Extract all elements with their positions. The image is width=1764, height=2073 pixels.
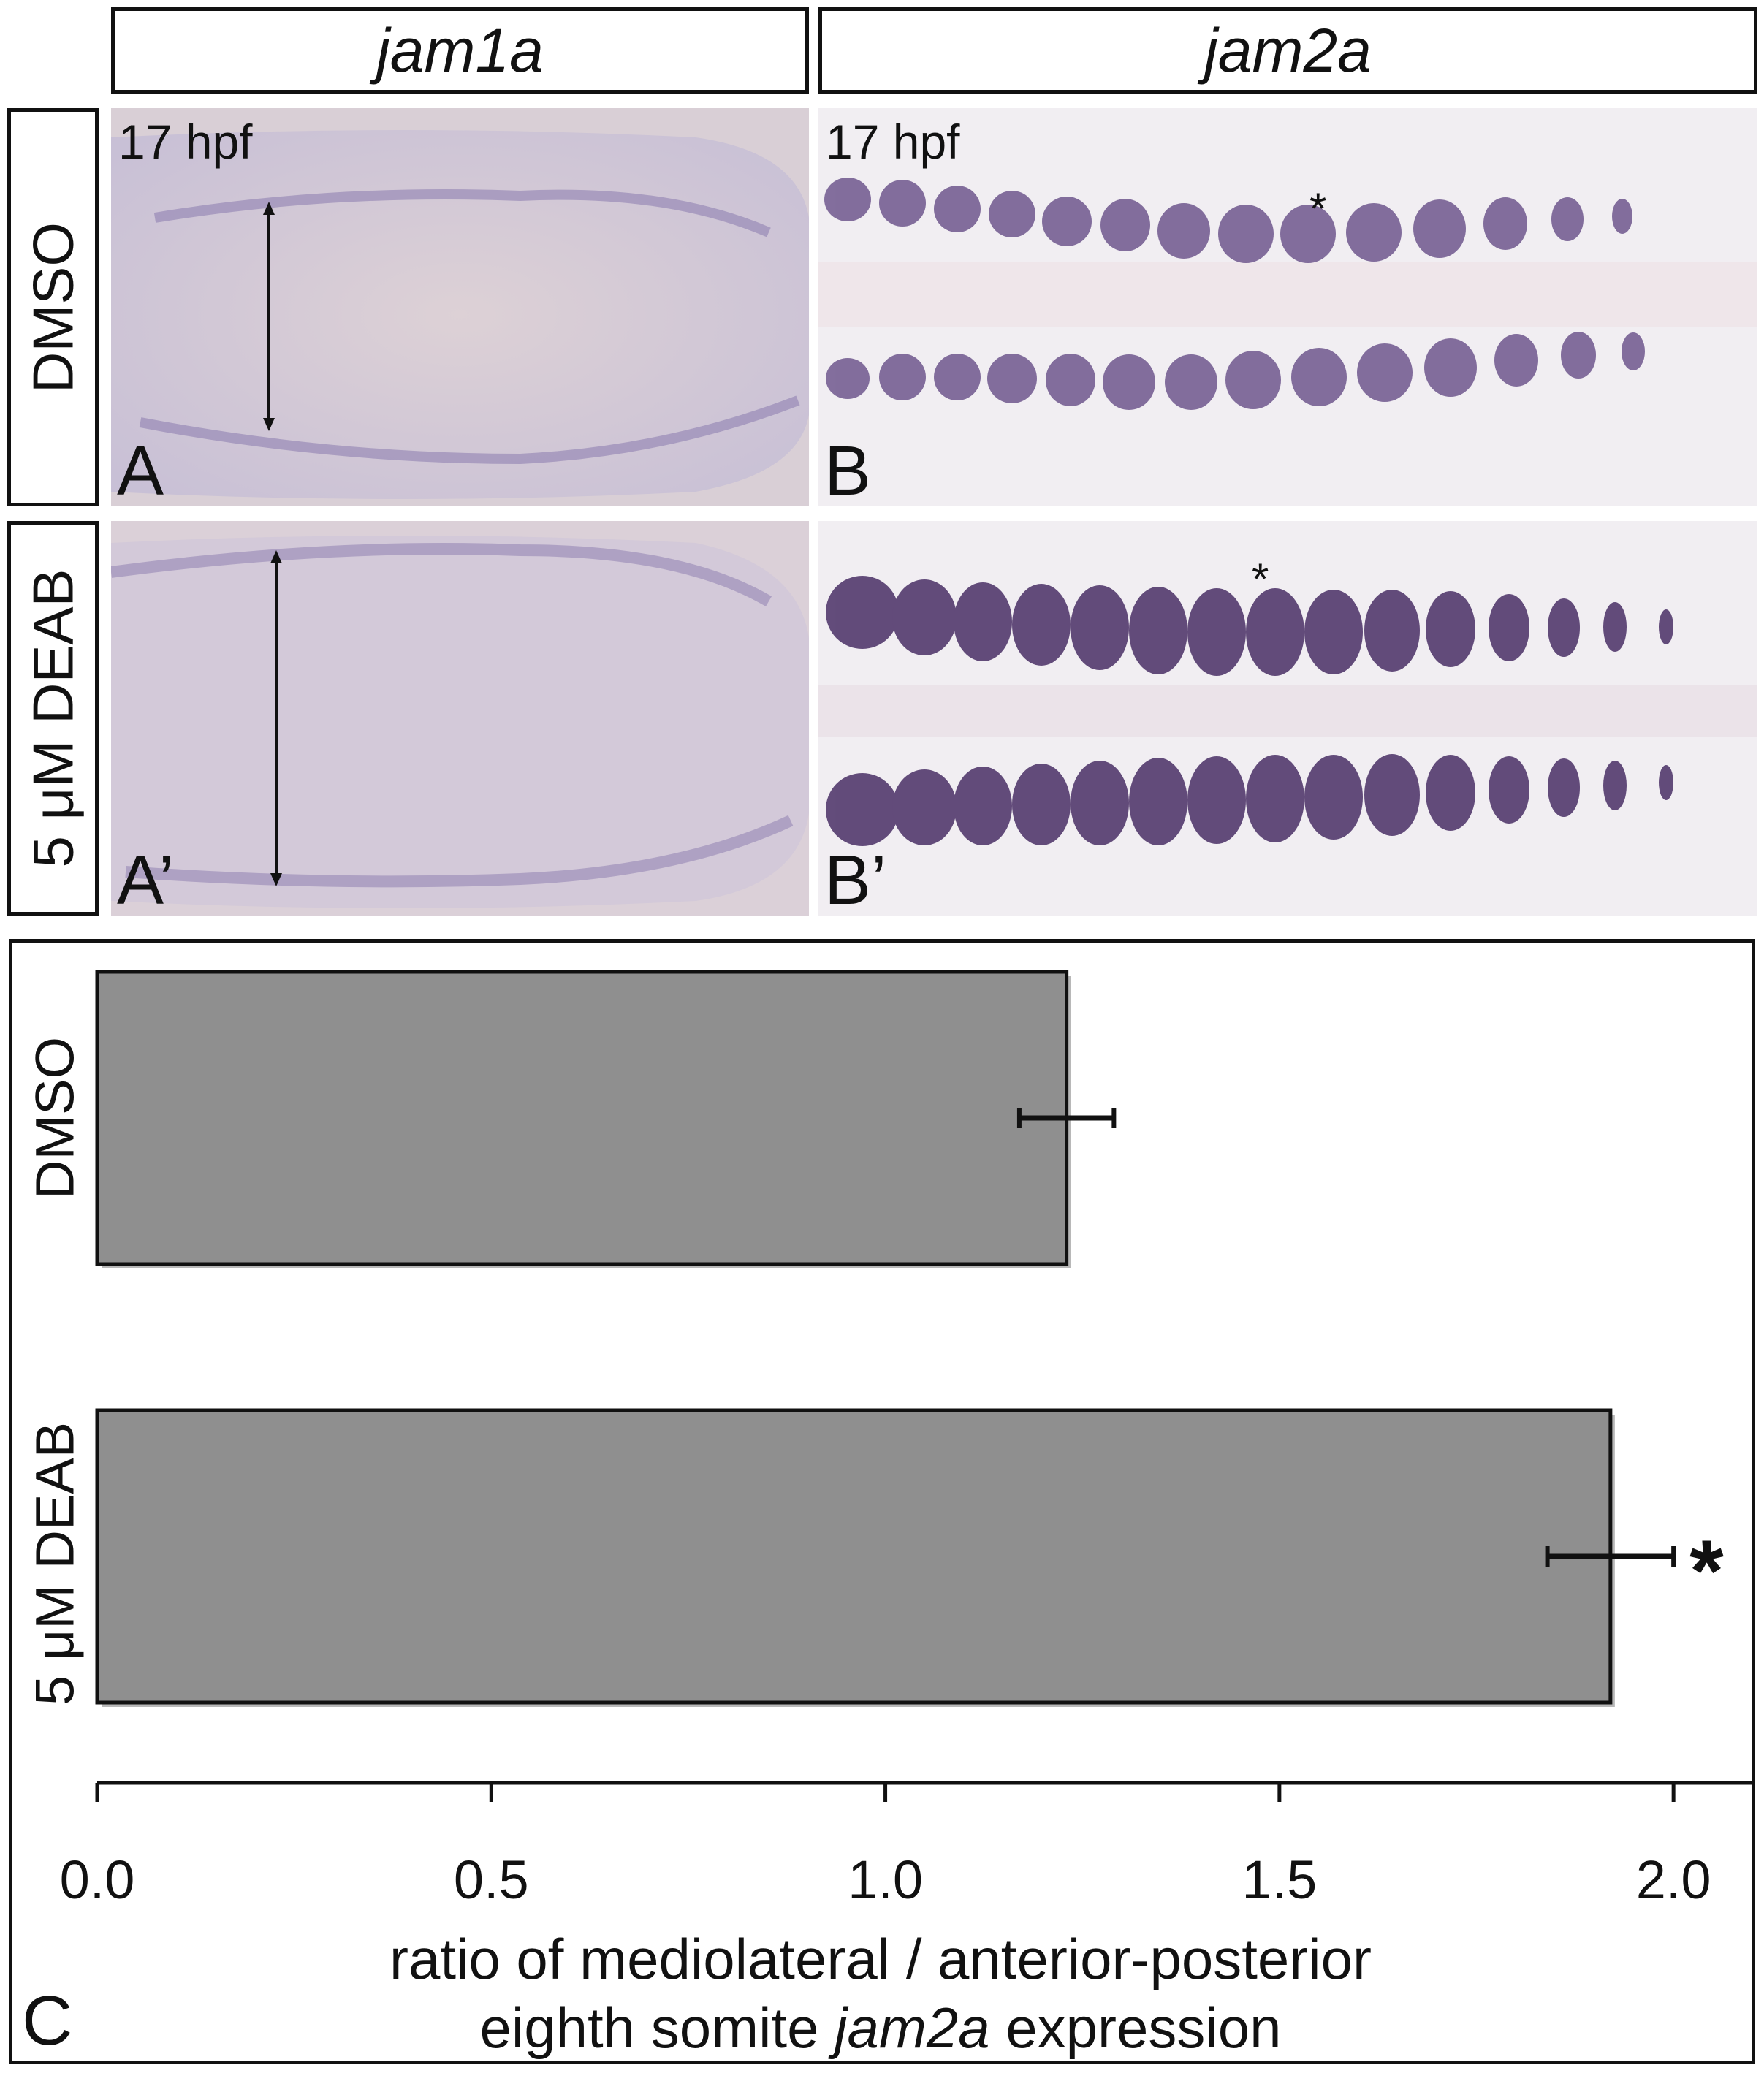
row-label-dmso: DMSO: [7, 108, 99, 506]
x-axis-title-line1: ratio of mediolateral / anterior-posteri…: [389, 1927, 1372, 1991]
x-axis-title-gene: jam2a: [835, 1995, 990, 2060]
x-axis-title-pre: eighth somite: [479, 1995, 835, 2060]
x-tick-label: 2.0: [1635, 1849, 1711, 1910]
x-axis-title: ratio of mediolateral / anterior-posteri…: [95, 1925, 1666, 2062]
embryo-image-jam1a-dmso: [111, 108, 809, 506]
bar-2: [95, 1408, 1613, 1705]
stage-label: 17 hpf: [118, 115, 253, 169]
somite-marker: *: [1309, 184, 1327, 233]
x-tick-label: 0.5: [453, 1849, 529, 1910]
panel-letter-c: C: [22, 1982, 73, 2060]
panel-letter-b-prime: B’: [824, 841, 887, 916]
somite-marker: *: [1252, 555, 1269, 604]
column-header-label: jam1a: [376, 15, 544, 85]
x-tick-label: 0.0: [59, 1849, 135, 1910]
category-label-dmso: DMSO: [22, 972, 88, 1264]
category-label-text: 5 μM DEAB: [24, 1421, 85, 1706]
column-header-label: jam2a: [1204, 15, 1372, 85]
x-tick-label: 1.0: [848, 1849, 923, 1910]
column-header-jam1a: jam1a: [111, 7, 809, 94]
significance-star: *: [1689, 1522, 1724, 1620]
panel-letter-b: B: [824, 432, 872, 506]
panel-letter-a: A: [117, 432, 164, 506]
category-label-deab: 5 μM DEAB: [22, 1410, 88, 1717]
panel-a-image: 17 hpf A: [111, 108, 809, 506]
x-axis-title-line2: eighth somite jam2a expression: [95, 1994, 1666, 2063]
panel-b-image: 17 hpf * B: [818, 108, 1757, 506]
row-label-deab: 5 μM DEAB: [7, 521, 99, 916]
x-tick-label: 1.5: [1242, 1849, 1318, 1910]
bar-1: [95, 970, 1069, 1266]
embryo-image-jam1a-deab: [111, 521, 809, 916]
panel-letter-a-prime: A’: [117, 841, 175, 916]
stage-label: 17 hpf: [826, 115, 960, 169]
embryo-image-jam2a-dmso: [818, 108, 1757, 506]
x-axis-title-post: expression: [989, 1995, 1282, 2060]
column-header-jam2a: jam2a: [818, 7, 1757, 94]
panel-a-prime-image: A’: [111, 521, 809, 916]
panel-b-prime-image: * B’: [818, 521, 1757, 916]
category-label-text: DMSO: [24, 1037, 85, 1199]
embryo-image-jam2a-deab: [818, 521, 1757, 916]
